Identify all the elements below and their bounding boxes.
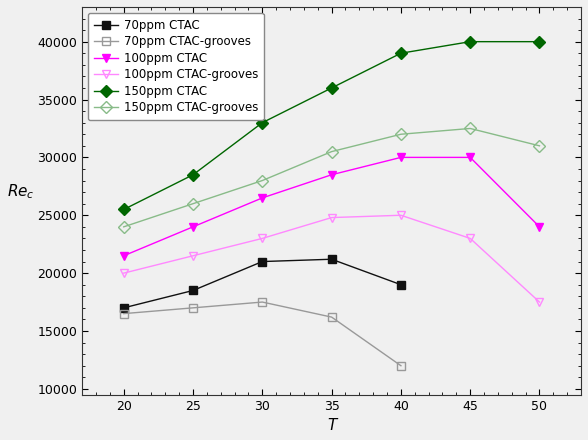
150ppm CTAC	[120, 207, 127, 212]
Line: 150ppm CTAC: 150ppm CTAC	[119, 37, 544, 214]
Y-axis label: $Re_c$: $Re_c$	[7, 182, 35, 201]
100ppm CTAC	[536, 224, 543, 230]
100ppm CTAC-grooves	[120, 271, 127, 276]
100ppm CTAC-grooves	[189, 253, 196, 258]
Line: 70ppm CTAC-grooves: 70ppm CTAC-grooves	[119, 298, 405, 370]
70ppm CTAC	[328, 257, 335, 262]
100ppm CTAC	[189, 224, 196, 230]
150ppm CTAC	[536, 39, 543, 44]
150ppm CTAC	[189, 172, 196, 177]
100ppm CTAC	[397, 155, 405, 160]
70ppm CTAC-grooves	[259, 299, 266, 304]
100ppm CTAC-grooves	[397, 213, 405, 218]
Legend: 70ppm CTAC, 70ppm CTAC-grooves, 100ppm CTAC, 100ppm CTAC-grooves, 150ppm CTAC, 1: 70ppm CTAC, 70ppm CTAC-grooves, 100ppm C…	[88, 13, 264, 121]
Line: 70ppm CTAC: 70ppm CTAC	[119, 255, 405, 312]
100ppm CTAC	[120, 253, 127, 258]
70ppm CTAC-grooves	[120, 311, 127, 316]
150ppm CTAC	[467, 39, 474, 44]
70ppm CTAC	[120, 305, 127, 311]
70ppm CTAC-grooves	[397, 363, 405, 368]
Line: 100ppm CTAC: 100ppm CTAC	[119, 153, 544, 260]
150ppm CTAC-grooves	[120, 224, 127, 230]
Line: 100ppm CTAC-grooves: 100ppm CTAC-grooves	[119, 211, 544, 306]
150ppm CTAC-grooves	[328, 149, 335, 154]
100ppm CTAC-grooves	[467, 236, 474, 241]
150ppm CTAC	[259, 120, 266, 125]
70ppm CTAC	[259, 259, 266, 264]
150ppm CTAC	[397, 51, 405, 56]
70ppm CTAC	[397, 282, 405, 287]
70ppm CTAC-grooves	[328, 315, 335, 320]
150ppm CTAC-grooves	[536, 143, 543, 148]
100ppm CTAC-grooves	[536, 299, 543, 304]
150ppm CTAC	[328, 85, 335, 91]
150ppm CTAC-grooves	[397, 132, 405, 137]
70ppm CTAC	[189, 288, 196, 293]
100ppm CTAC-grooves	[259, 236, 266, 241]
100ppm CTAC-grooves	[328, 215, 335, 220]
150ppm CTAC-grooves	[467, 126, 474, 131]
150ppm CTAC-grooves	[259, 178, 266, 183]
100ppm CTAC	[467, 155, 474, 160]
100ppm CTAC	[328, 172, 335, 177]
70ppm CTAC-grooves	[189, 305, 196, 311]
100ppm CTAC	[259, 195, 266, 201]
X-axis label: T: T	[327, 418, 336, 433]
150ppm CTAC-grooves	[189, 201, 196, 206]
Line: 150ppm CTAC-grooves: 150ppm CTAC-grooves	[119, 124, 544, 231]
